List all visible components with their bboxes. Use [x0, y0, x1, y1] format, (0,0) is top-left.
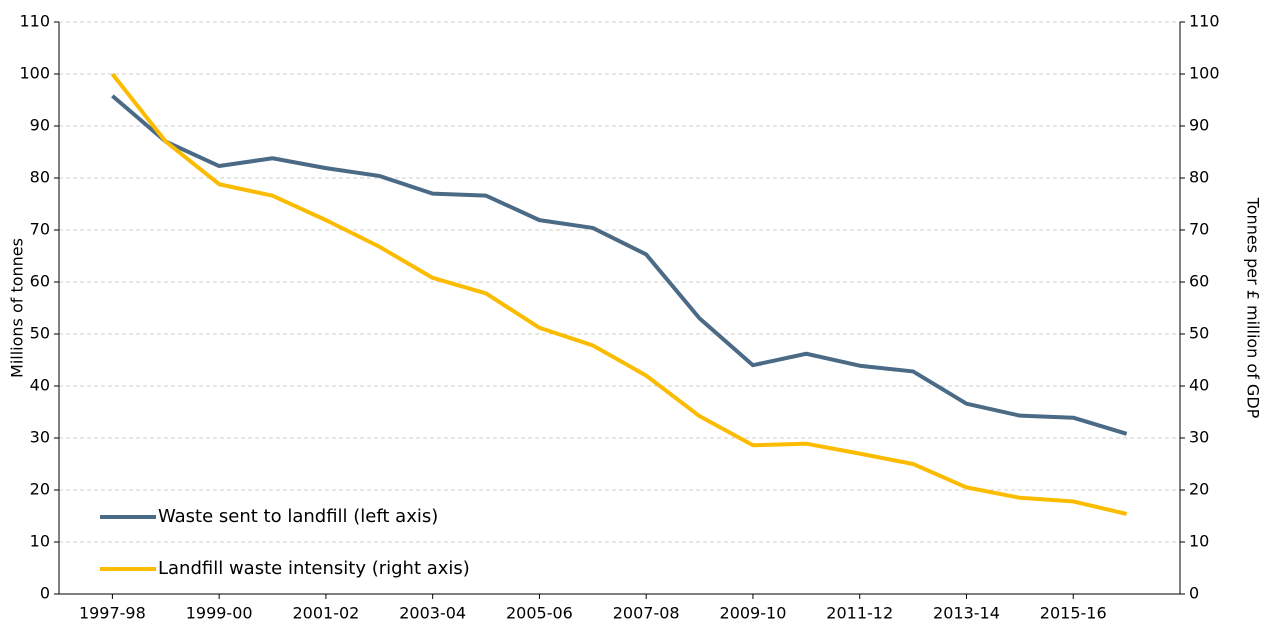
x-tick-label: 2015-16 — [1040, 604, 1107, 623]
y-tick-label: 70 — [30, 220, 50, 239]
y-axis-label: Millions of tonnes — [8, 238, 27, 378]
x-tick-label: 2003-04 — [399, 604, 466, 623]
y2-tick-label: 20 — [1189, 480, 1209, 499]
legend-label: Waste sent to landfill (left axis) — [158, 506, 438, 527]
x-tick-label: 2005-06 — [506, 604, 573, 623]
y2-tick-label: 100 — [1189, 64, 1220, 83]
y2-tick-label: 90 — [1189, 116, 1209, 135]
x-tick-label: 1997-98 — [79, 604, 146, 623]
y2-tick-label: 0 — [1189, 584, 1199, 603]
x-tick-label: 2011-12 — [826, 604, 893, 623]
y-tick-label: 90 — [30, 116, 50, 135]
y2-axis-label: Tonnes per £ million of GDP — [1244, 197, 1263, 419]
x-tick-label: 2009-10 — [720, 604, 787, 623]
y-tick-label: 0 — [40, 584, 50, 603]
y2-tick-label: 10 — [1189, 532, 1209, 551]
y2-tick-label: 30 — [1189, 428, 1209, 447]
y2-tick-label: 40 — [1189, 376, 1209, 395]
y2-tick-label: 60 — [1189, 272, 1209, 291]
y-tick-label: 30 — [30, 428, 50, 447]
y-tick-label: 80 — [30, 168, 50, 187]
y-tick-label: 40 — [30, 376, 50, 395]
y-tick-label: 100 — [19, 64, 50, 83]
x-tick-label: 2013-14 — [933, 604, 1000, 623]
y2-tick-label: 70 — [1189, 220, 1209, 239]
legend-label: Landfill waste intensity (right axis) — [158, 558, 470, 579]
y2-tick-label: 110 — [1189, 12, 1220, 31]
y2-tick-label: 50 — [1189, 324, 1209, 343]
y-tick-label: 20 — [30, 480, 50, 499]
y-tick-label: 10 — [30, 532, 50, 551]
y-tick-label: 50 — [30, 324, 50, 343]
x-tick-label: 2001-02 — [292, 604, 359, 623]
x-tick-label: 1999-00 — [186, 604, 253, 623]
y-tick-label: 110 — [19, 12, 50, 31]
y-tick-label: 60 — [30, 272, 50, 291]
series-line — [110, 72, 1128, 516]
y2-tick-label: 80 — [1189, 168, 1209, 187]
x-tick-label: 2007-08 — [613, 604, 680, 623]
series-line — [111, 94, 1128, 436]
